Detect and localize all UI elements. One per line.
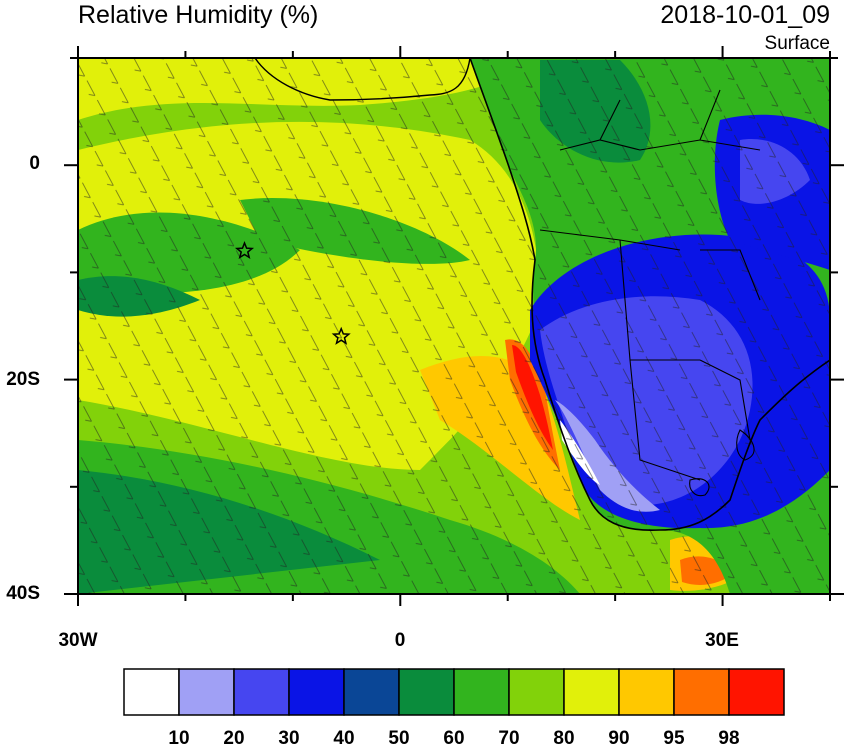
colorbar-swatch xyxy=(618,668,675,716)
colorbar-label: 10 xyxy=(168,728,190,749)
colorbar-swatch xyxy=(233,668,290,716)
colorbar-swatch xyxy=(673,668,730,716)
axis-ticks xyxy=(64,46,844,606)
colorbar xyxy=(123,668,785,716)
colorbar-label: 50 xyxy=(388,728,410,749)
colorbar-swatch xyxy=(563,668,620,716)
colorbar-label: 70 xyxy=(498,728,520,749)
colorbar-swatch xyxy=(728,668,785,716)
lon-label-30w: 30W xyxy=(58,630,98,651)
map-title: Relative Humidity (%) xyxy=(78,1,319,29)
plot-frame xyxy=(77,57,831,595)
colorbar-label: 98 xyxy=(718,728,740,749)
colorbar-label: 90 xyxy=(608,728,630,749)
valid-time: 2018-10-01_09 xyxy=(660,1,830,29)
lon-label-30e: 30E xyxy=(705,630,739,651)
colorbar-swatch xyxy=(288,668,345,716)
star-marker xyxy=(234,240,255,260)
colorbar-swatch xyxy=(343,668,400,716)
lon-label-0: 0 xyxy=(394,630,406,651)
colorbar-swatch xyxy=(178,668,235,716)
colorbar-label: 95 xyxy=(663,728,685,749)
site-markers xyxy=(234,240,351,345)
lat-label-0: 0 xyxy=(29,153,40,174)
colorbar-label: 20 xyxy=(223,728,245,749)
colorbar-swatch xyxy=(123,668,180,716)
humidity-field xyxy=(78,58,830,594)
vertical-level: Surface xyxy=(764,33,830,54)
colorbar-swatch xyxy=(453,668,510,716)
lat-label-20s: 20S xyxy=(6,369,40,390)
colorbar-label: 30 xyxy=(278,728,300,749)
colorbar-label: 40 xyxy=(333,728,355,749)
lat-label-40s: 40S xyxy=(6,583,40,604)
colorbar-swatch xyxy=(398,668,455,716)
colorbar-label: 60 xyxy=(443,728,465,749)
star-marker xyxy=(331,326,351,345)
colorbar-label: 80 xyxy=(553,728,575,749)
colorbar-swatch xyxy=(508,668,565,716)
